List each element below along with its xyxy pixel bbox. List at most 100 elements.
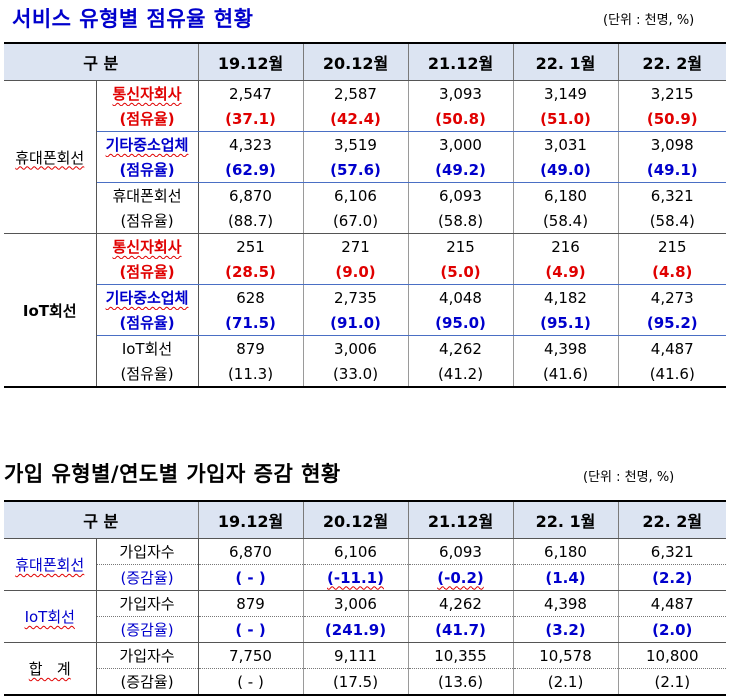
cell: 6,093 <box>407 182 514 208</box>
cell: (13.6) <box>407 668 514 695</box>
share-table: 구 분 19.12월 20.12월 21.12월 22. 1월 22. 2월 휴… <box>4 42 727 388</box>
cell: 4,182 <box>512 284 619 310</box>
header-col: 22. 1월 <box>512 43 619 81</box>
table-header-row: 구 분 19.12월 20.12월 21.12월 22. 1월 22. 2월 <box>4 501 727 539</box>
header-col: 19.12월 <box>197 43 304 81</box>
header-col: 19.12월 <box>197 501 304 539</box>
group-label: 휴대폰회선 <box>4 538 97 591</box>
cell: 6,870 <box>197 538 304 565</box>
table2-unit: (단위 : 천명, %) <box>583 470 675 485</box>
cell: (3.2) <box>512 616 619 643</box>
cell: (241.9) <box>302 616 409 643</box>
cell: 6,870 <box>197 182 304 208</box>
row-label: 기타중소업체 <box>105 289 189 307</box>
row-label: IoT회선 <box>96 335 199 361</box>
cell: 4,262 <box>407 590 514 617</box>
cell: 6,180 <box>512 182 619 208</box>
cell: (95.1) <box>512 310 619 336</box>
cell: (41.6) <box>617 361 727 387</box>
table-row: (증감율) ( - ) (17.5) (13.6) (2.1) (2.1) <box>4 668 727 695</box>
cell: 10,800 <box>617 642 727 669</box>
table-row: IoT회선 가입자수 879 3,006 4,262 4,398 4,487 <box>4 590 727 643</box>
cell: 6,321 <box>617 182 727 208</box>
cell: (17.5) <box>302 668 409 695</box>
table-row: (점유율) (88.7) (67.0) (58.8) (58.4) (58.4) <box>4 208 727 234</box>
cell: 3,006 <box>302 590 409 617</box>
cell: (91.0) <box>302 310 409 336</box>
header-col: 22. 2월 <box>617 43 727 81</box>
cell: (4.8) <box>617 259 727 285</box>
cell: (58.8) <box>407 208 514 234</box>
row-label: 통신자회사 <box>112 85 182 103</box>
cell: 215 <box>407 233 514 259</box>
cell: (28.5) <box>197 259 304 285</box>
table-row: (점유율) (37.1) (42.4) (50.8) (51.0) (50.9) <box>4 106 727 132</box>
table-row: 기타중소업체 628 2,735 4,048 4,182 4,273 <box>4 284 727 310</box>
group-label: 휴대폰회선 <box>4 80 97 234</box>
cell: (5.0) <box>407 259 514 285</box>
row-label: 가입자수 <box>96 590 199 617</box>
cell: 4,262 <box>407 335 514 361</box>
cell: (41.7) <box>407 616 514 643</box>
header-col: 22. 1월 <box>512 501 619 539</box>
row-label: (점유율) <box>96 106 199 132</box>
cell: (49.1) <box>617 157 727 183</box>
row-label: (점유율) <box>96 157 199 183</box>
cell: 6,106 <box>302 538 409 565</box>
cell: 6,180 <box>512 538 619 565</box>
row-label: (점유율) <box>96 208 199 234</box>
table-header-row: 구 분 19.12월 20.12월 21.12월 22. 1월 22. 2월 <box>4 43 727 81</box>
table-row: 휴대폰회선 가입자수 6,870 6,106 6,093 6,180 6,321 <box>4 538 727 591</box>
table-row: 기타중소업체 4,323 3,519 3,000 3,031 3,098 <box>4 131 727 157</box>
cell: 4,487 <box>617 335 727 361</box>
cell: 3,149 <box>512 80 619 106</box>
cell: 3,519 <box>302 131 409 157</box>
cell: 879 <box>197 590 304 617</box>
cell: (-11.1) <box>302 564 409 591</box>
row-label: (증감율) <box>96 668 199 695</box>
row-label: 통신자회사 <box>112 238 182 256</box>
header-gubun: 구 분 <box>4 43 199 81</box>
cell: 215 <box>617 233 727 259</box>
cell: 4,487 <box>617 590 727 617</box>
row-label: (증감율) <box>96 564 199 591</box>
cell: 3,093 <box>407 80 514 106</box>
cell: (95.2) <box>617 310 727 336</box>
cell: (51.0) <box>512 106 619 132</box>
subscriber-table: 구 분 19.12월 20.12월 21.12월 22. 1월 22. 2월 휴… <box>4 500 727 696</box>
cell: 4,323 <box>197 131 304 157</box>
cell: 10,355 <box>407 642 514 669</box>
header-col: 20.12월 <box>302 43 409 81</box>
group-label: IoT회선 <box>4 233 97 387</box>
header-col: 20.12월 <box>302 501 409 539</box>
table-row: (점유율) (28.5) (9.0) (5.0) (4.9) (4.8) <box>4 259 727 285</box>
cell: (1.4) <box>512 564 619 591</box>
cell: (41.2) <box>407 361 514 387</box>
cell: (57.6) <box>302 157 409 183</box>
cell: (49.0) <box>512 157 619 183</box>
row-label: 휴대폰회선 <box>96 182 199 208</box>
cell: 4,398 <box>512 590 619 617</box>
table-row: (점유율) (62.9) (57.6) (49.2) (49.0) (49.1) <box>4 157 727 183</box>
table-row: IoT회선 879 3,006 4,262 4,398 4,487 <box>4 335 727 361</box>
row-label: 가입자수 <box>96 538 199 565</box>
cell: ( - ) <box>197 616 304 643</box>
cell: (-0.2) <box>407 564 514 591</box>
row-label: (점유율) <box>96 259 199 285</box>
header-col: 22. 2월 <box>617 501 727 539</box>
cell: 3,215 <box>617 80 727 106</box>
cell: (67.0) <box>302 208 409 234</box>
cell: 6,106 <box>302 182 409 208</box>
cell: 3,031 <box>512 131 619 157</box>
row-label: (점유율) <box>96 361 199 387</box>
cell: (9.0) <box>302 259 409 285</box>
cell: 628 <box>197 284 304 310</box>
cell: 3,006 <box>302 335 409 361</box>
cell: (2.1) <box>617 668 727 695</box>
cell: (49.2) <box>407 157 514 183</box>
cell: (2.0) <box>617 616 727 643</box>
group-label: 합 계 <box>4 642 97 695</box>
header-gubun: 구 분 <box>4 501 199 539</box>
cell: 3,098 <box>617 131 727 157</box>
cell: (42.4) <box>302 106 409 132</box>
